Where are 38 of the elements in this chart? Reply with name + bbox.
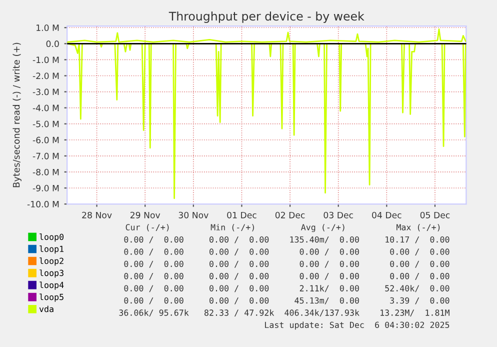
legend-label: loop3 <box>40 270 64 278</box>
x-tick-label: 30 Nov <box>178 212 208 218</box>
x-tick-label: 28 Nov <box>82 212 112 218</box>
y-tick-label: -10.0 M <box>27 200 59 208</box>
text: 0.00 / 0.00 0.00 / 0.00 45.13m/ 0.00 3.39 / 0.00 <box>124 297 450 304</box>
text: Cur (-/+) Min (-/+) Avg (-/+) Max (-/+) <box>126 224 440 232</box>
text: 0.00 / 0.00 0.00 / 0.00 0.00 / 0.00 0.00 / 0.00 <box>124 260 450 268</box>
chart-title: Throughput per device - by week <box>168 12 364 23</box>
legend-label: loop5 <box>40 294 64 302</box>
x-tick-label: 05 Dec <box>420 212 450 218</box>
y-tick-label: 1.0 M <box>36 24 59 32</box>
y-tick-label: -1.0 M <box>32 56 59 64</box>
y-tick-label: -4.0 M <box>32 104 59 112</box>
legend-label: vda <box>39 306 54 312</box>
x-tick-label: 29 Nov <box>130 212 160 218</box>
y-tick-label: -3.0 M <box>32 88 59 96</box>
text: 0.00 / 0.00 0.00 / 0.00 0.00 / 0.00 0.00 / 0.00 <box>124 272 450 280</box>
text: Last update: Sat Dec 6 04:30:02 2025 <box>265 322 450 330</box>
legend-label: loop1 <box>40 246 64 254</box>
text: 0.00 / 0.00 0.00 / 0.00 2.11k/ 0.00 52.40k/ 0.00 <box>124 284 450 292</box>
legend-label: loop4 <box>40 282 64 290</box>
y-tick-label: -8.0 M <box>32 168 59 176</box>
legend-label: loop2 <box>40 258 64 266</box>
x-tick-label: 03 Dec <box>324 212 353 218</box>
text: 0.00 / 0.00 0.00 / 0.00 0.00 / 0.00 0.00 / 0.00 <box>124 248 450 256</box>
y-tick-label: -6.0 M <box>32 136 59 144</box>
legend-label: loop0 <box>40 234 64 242</box>
x-tick-label: 01 Dec <box>227 212 256 218</box>
y-tick-label: 0.0 <box>46 40 59 48</box>
y-tick-label: -9.0 M <box>32 184 59 192</box>
y-axis-title: Bytes/second read (-) / write (+) <box>12 42 22 188</box>
y-tick-label: -2.0 M <box>32 72 59 80</box>
x-tick-label: 04 Dec <box>372 212 402 218</box>
x-tick-label: 02 Dec <box>275 212 305 218</box>
y-tick-label: -5.0 M <box>32 120 59 128</box>
text: 0.00 / 0.00 0.00 / 0.00 135.40m/ 0.00 10.17 / 0.00 <box>124 236 450 244</box>
y-tick-label: -7.0 M <box>32 152 59 160</box>
text: 36.06k/ 95.67k 82.33 / 47.92k 406.34k/137.93k 13.23M/ 1.81M <box>119 309 450 316</box>
